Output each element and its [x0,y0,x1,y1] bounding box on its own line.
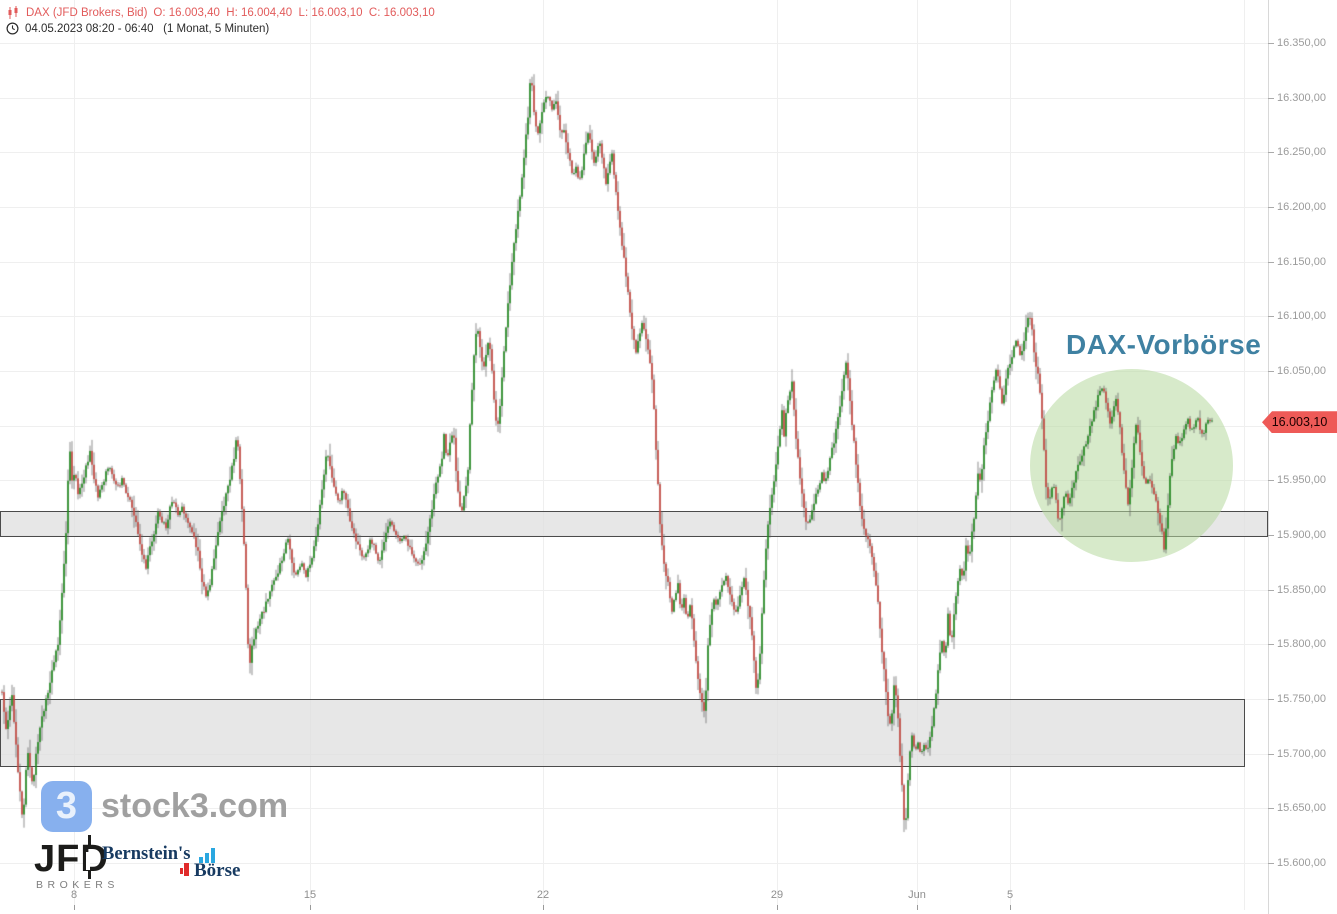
y-axis-tick [1268,152,1274,154]
y-axis-tick [1268,261,1274,263]
y-axis-tick [1268,589,1274,591]
y-axis-label: 16.050,00 [1277,365,1326,377]
y-axis-label: 16.150,00 [1277,255,1326,268]
y-axis-label: 16.250,00 [1277,146,1326,159]
y-axis-tick [1268,808,1274,810]
y-axis-tick [1268,43,1274,44]
x-axis-label: 8 [70,889,78,901]
y-axis-label: 15.950,00 [1277,474,1326,487]
instrument-title: DAX (JFD Brokers, Bid) [26,7,148,19]
x-axis-label: 22 [536,889,550,901]
x-axis-label: 5 [1006,889,1014,901]
y-axis-tick [1268,371,1274,372]
date-range-label: 04.05.2023 08:20 - 06:40 (1 Monat, 5 Min… [25,22,270,35]
x-axis-label: Jun [908,889,926,901]
x-axis-tick [74,905,75,910]
y-axis-tick [1268,97,1274,99]
y-axis-tick [1268,863,1274,864]
x-axis-tick [543,905,544,910]
current-price-value: 16.003,10 [1271,415,1328,430]
chart-legend-row: DAX (JFD Brokers, Bid) O: 16.003,40 H: 1… [6,6,435,20]
y-axis-label: 16.300,00 [1277,91,1326,104]
y-axis-tick [1268,535,1274,536]
x-axis-label: 29 [770,889,784,901]
y-axis-tick [1268,644,1274,646]
x-axis-label: 15 [303,889,317,901]
y-axis-label: 15.850,00 [1277,583,1326,596]
y-axis-label: 16.200,00 [1277,201,1326,213]
ohlc-values: O: 16.003,40 H: 16.004,40 L: 16.003,10 C… [153,7,435,19]
x-axis-tick [1010,905,1011,910]
premarket-annotation-label[interactable]: DAX-Vorbörse [1066,329,1262,360]
y-axis-label: 15.650,00 [1277,802,1326,815]
x-axis-tick [917,905,918,910]
y-axis-label: 15.750,00 [1277,693,1326,705]
y-axis-label: 16.100,00 [1277,310,1326,323]
chart-range-row: 04.05.2023 08:20 - 06:40 (1 Monat, 5 Min… [6,22,269,35]
y-axis-label: 16.350,00 [1277,37,1326,49]
y-axis-tick [1268,699,1274,700]
y-axis-tick [1268,207,1274,208]
y-axis-tick [1268,480,1274,482]
x-axis-tick [310,905,311,910]
y-axis-tick [1268,316,1274,318]
y-axis-label: 15.800,00 [1277,638,1326,651]
y-axis-label: 15.600,00 [1277,857,1326,869]
y-axis-line [1268,0,1269,914]
clock-icon [6,22,19,35]
y-axis-label: 15.900,00 [1277,529,1326,541]
y-axis-label: 15.700,00 [1277,747,1326,760]
candlestick-icon [8,6,18,19]
current-price-marker: 16.003,10 [1262,411,1337,434]
y-axis-tick [1268,753,1274,755]
x-axis-tick [777,905,778,910]
